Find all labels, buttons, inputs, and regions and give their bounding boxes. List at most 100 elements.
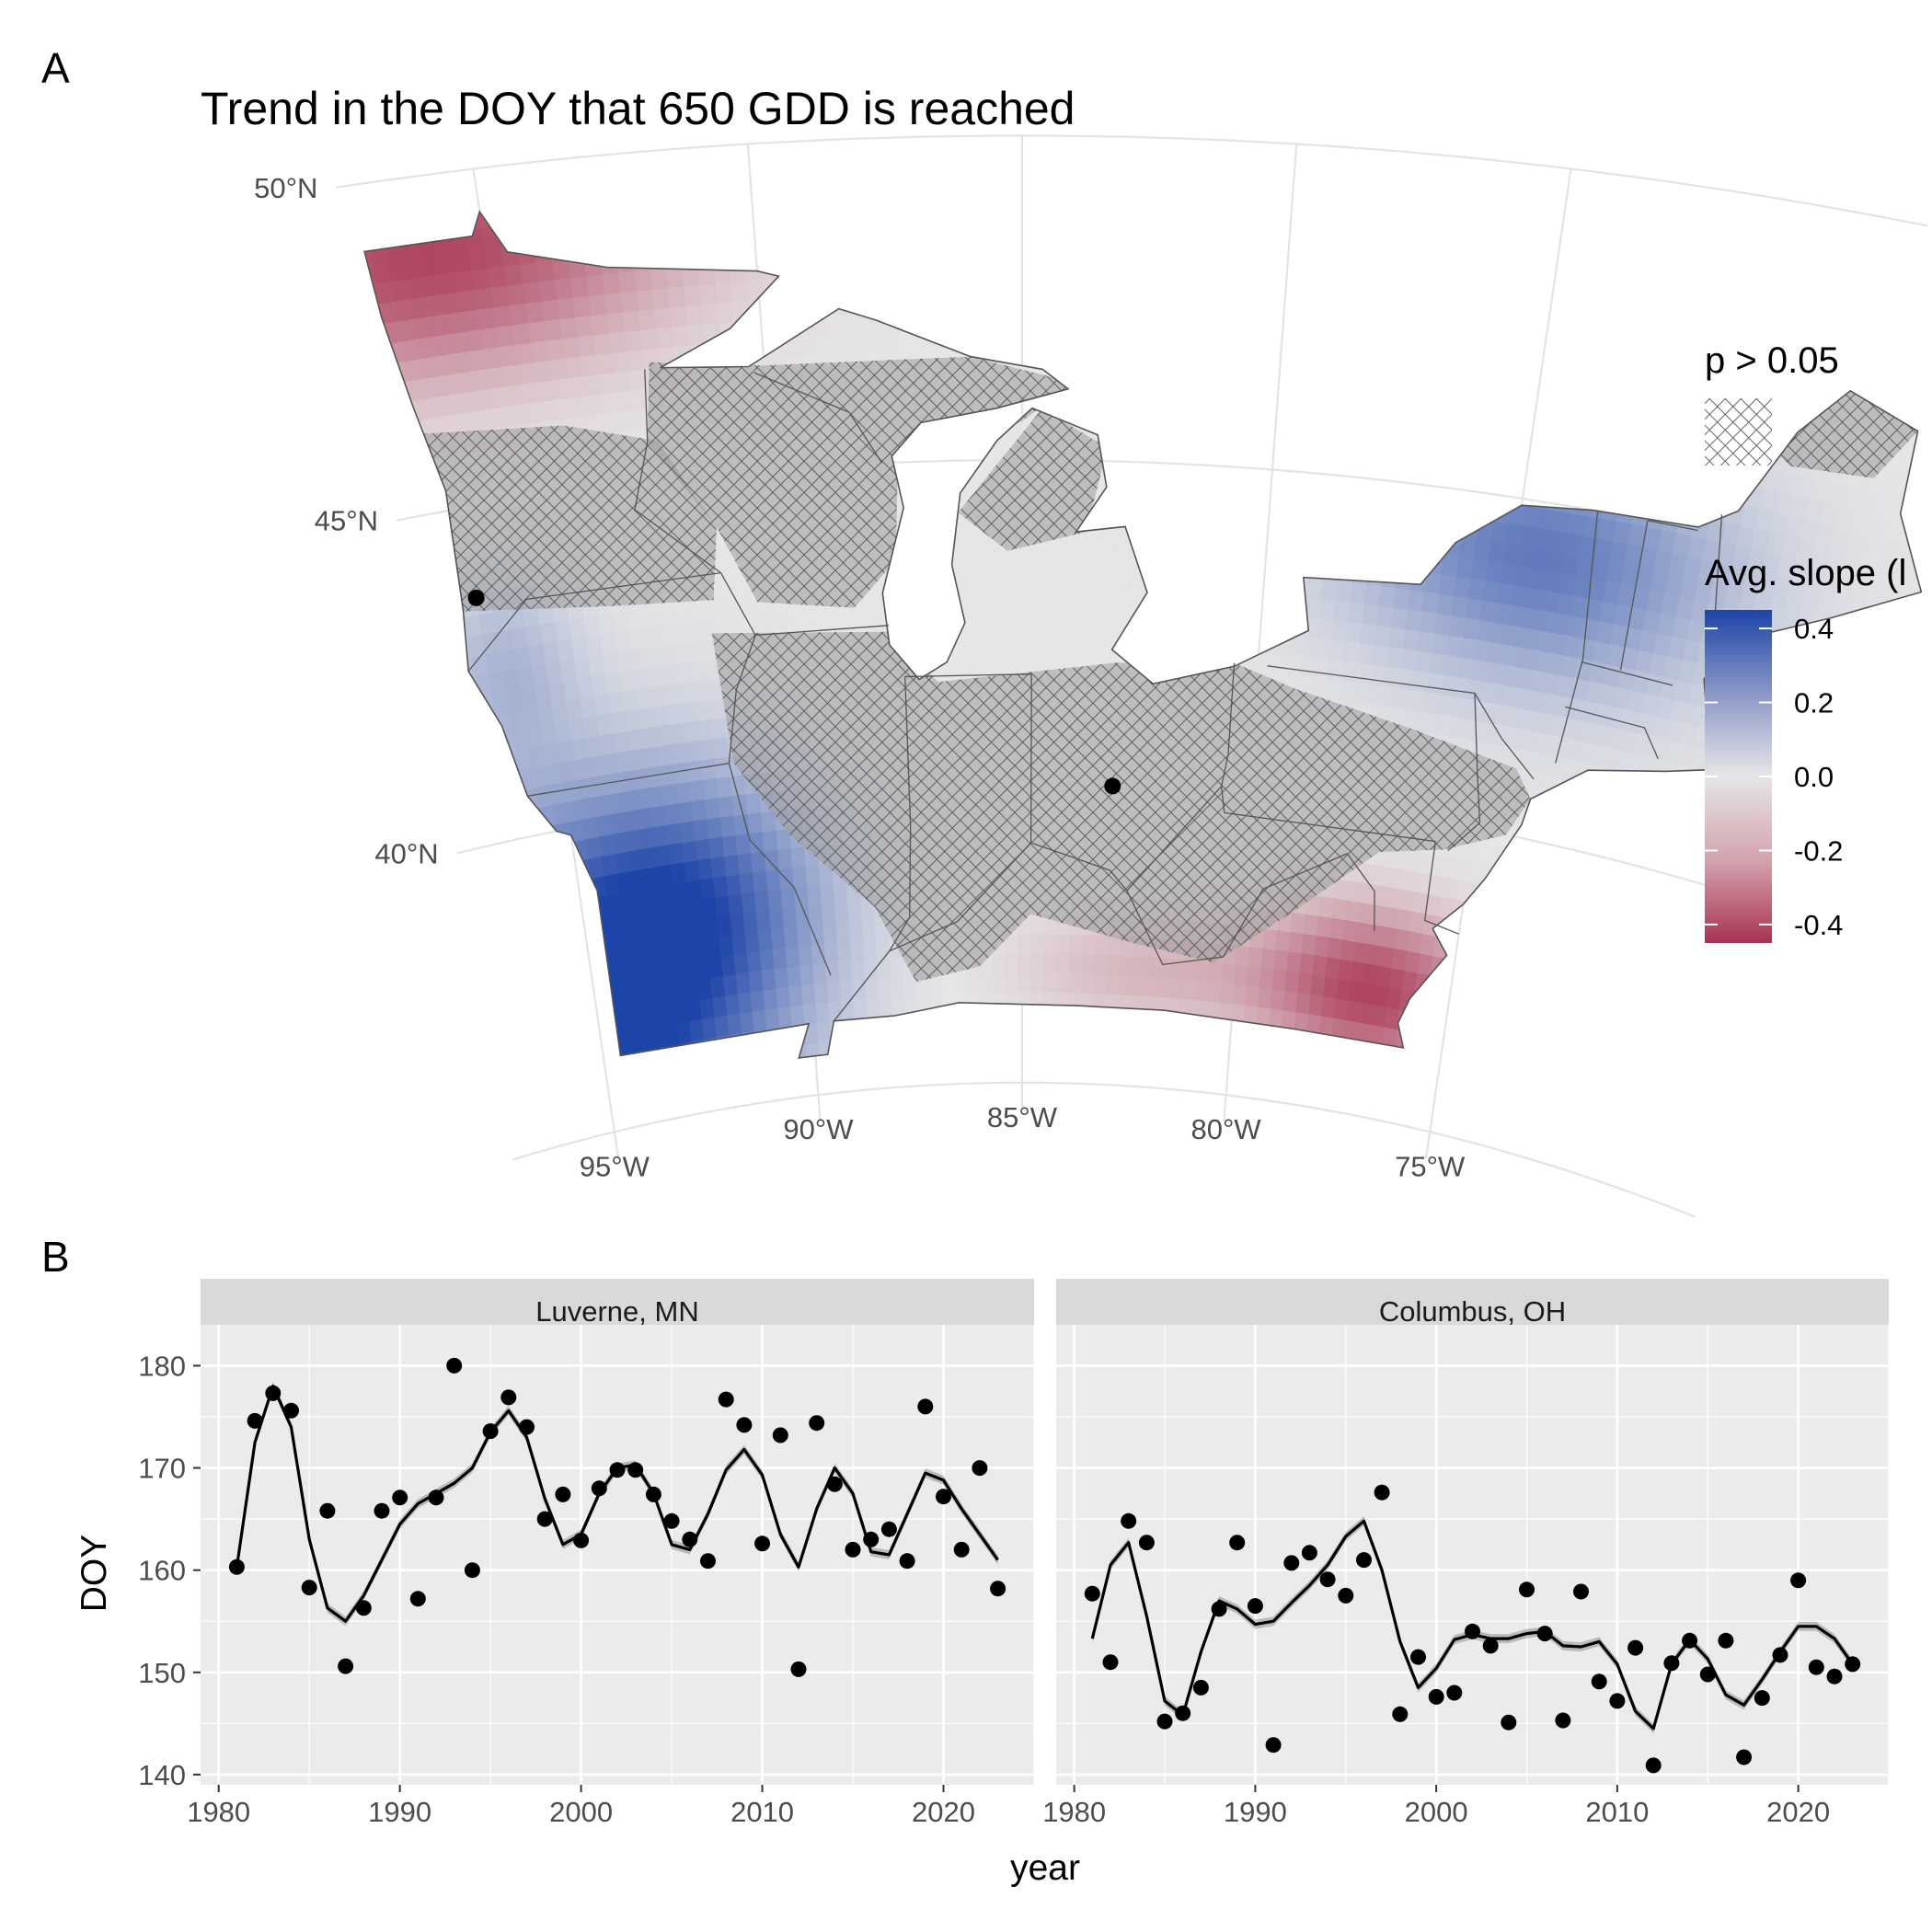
slope-cell — [1385, 229, 1404, 251]
slope-cell — [1230, 141, 1248, 161]
slope-cell — [1432, 512, 1450, 535]
slope-cell — [1851, 638, 1872, 665]
slope-cell — [619, 669, 637, 692]
slope-cell — [1727, 1038, 1746, 1058]
slope-cell — [1609, 937, 1627, 961]
slope-cell — [829, 334, 847, 355]
slope-cell — [567, 375, 586, 398]
slope-cell — [1169, 372, 1188, 393]
slope-cell — [1777, 240, 1800, 265]
slope-cell — [1082, 136, 1098, 156]
slope-cell — [1173, 626, 1190, 648]
slope-cell — [1225, 218, 1243, 239]
slope-cell — [1894, 651, 1916, 678]
slope-cell — [1339, 383, 1357, 405]
slope-cell — [669, 961, 685, 985]
slope-cell — [428, 745, 446, 770]
slope-cell — [1568, 779, 1586, 804]
slope-cell — [967, 136, 983, 155]
slope-cell — [1437, 333, 1456, 356]
slope-cell — [854, 212, 872, 218]
slope-cell — [1280, 339, 1298, 361]
slope-cell — [1214, 393, 1233, 415]
slope-cell — [1879, 386, 1901, 412]
slope-cell — [754, 162, 772, 182]
slope-cell — [1637, 1138, 1653, 1163]
slope-cell — [649, 905, 665, 928]
slope-cell — [1666, 304, 1687, 328]
slope-cell — [1675, 956, 1694, 982]
slope-cell — [1108, 408, 1124, 430]
slope-cell — [1121, 429, 1139, 450]
slope-cell — [1632, 816, 1651, 841]
slope-cell — [751, 339, 770, 361]
slope-cell — [1568, 1009, 1586, 1034]
slope-cell — [1166, 469, 1183, 490]
slope-cell — [1329, 303, 1349, 326]
slope-cell — [1653, 992, 1673, 1018]
slope-cell — [1817, 651, 1838, 677]
slope-cell — [1311, 518, 1329, 541]
slope-cell — [1682, 306, 1703, 331]
slope-cell — [516, 241, 536, 265]
slope-cell — [1590, 1037, 1608, 1058]
slope-cell — [1407, 709, 1425, 732]
slope-cell — [483, 1044, 500, 1058]
slope-cell — [1407, 1031, 1423, 1055]
slope-cell — [549, 965, 567, 990]
slope-cell — [1184, 392, 1202, 413]
slope-cell — [1110, 330, 1127, 352]
slope-cell — [1248, 337, 1267, 359]
slope-cell — [717, 302, 735, 324]
slope-cell — [1031, 329, 1049, 351]
slope-cell — [1436, 1100, 1452, 1123]
slope-cell — [1391, 1049, 1408, 1058]
slope-cell — [1534, 813, 1552, 838]
slope-cell — [1177, 1056, 1192, 1058]
slope-cell — [1290, 1051, 1305, 1058]
slope-cell — [1836, 356, 1857, 382]
slope-cell — [452, 719, 471, 743]
slope-cell — [324, 270, 344, 293]
slope-cell — [842, 274, 860, 296]
slope-cell — [1416, 511, 1435, 534]
slope-cell — [1312, 954, 1328, 977]
slope-cell — [1899, 370, 1921, 396]
slope-cell — [597, 372, 616, 395]
slope-cell — [1560, 1049, 1579, 1058]
slope-cell — [983, 232, 1002, 253]
slope-cell — [1731, 1196, 1748, 1222]
slope-cell — [1211, 452, 1229, 474]
slope-cell — [1137, 409, 1155, 431]
slope-cell — [869, 157, 887, 178]
slope-cell — [855, 215, 873, 237]
slope-cell — [1030, 933, 1044, 954]
slope-cell — [1516, 831, 1535, 855]
slope-cell — [358, 182, 378, 204]
slope-cell — [915, 584, 932, 605]
slope-cell — [903, 156, 919, 177]
slope-cell — [511, 891, 528, 916]
slope-cell — [1730, 315, 1751, 339]
slope-cell — [645, 645, 663, 669]
slope-cell — [450, 865, 468, 890]
slope-cell — [1194, 980, 1210, 1002]
slope-cell — [1074, 583, 1090, 604]
slope-cell — [756, 182, 774, 202]
slope-cell — [921, 272, 938, 293]
slope-cell — [1140, 331, 1158, 353]
slope-cell — [624, 172, 642, 193]
slope-cell — [391, 628, 410, 653]
slope-cell — [1541, 166, 1560, 188]
slope-cell — [572, 1105, 588, 1128]
slope-cell — [742, 911, 759, 934]
slope-cell — [1794, 243, 1816, 268]
slope-cell — [1603, 212, 1624, 216]
slope-cell — [1677, 244, 1698, 268]
slope-cell — [1616, 316, 1636, 340]
slope-cell — [1595, 1081, 1612, 1105]
slope-cell — [1905, 479, 1922, 505]
slope-cell — [775, 219, 793, 241]
slope-cell — [789, 1004, 805, 1027]
slope-cell — [1777, 945, 1797, 972]
